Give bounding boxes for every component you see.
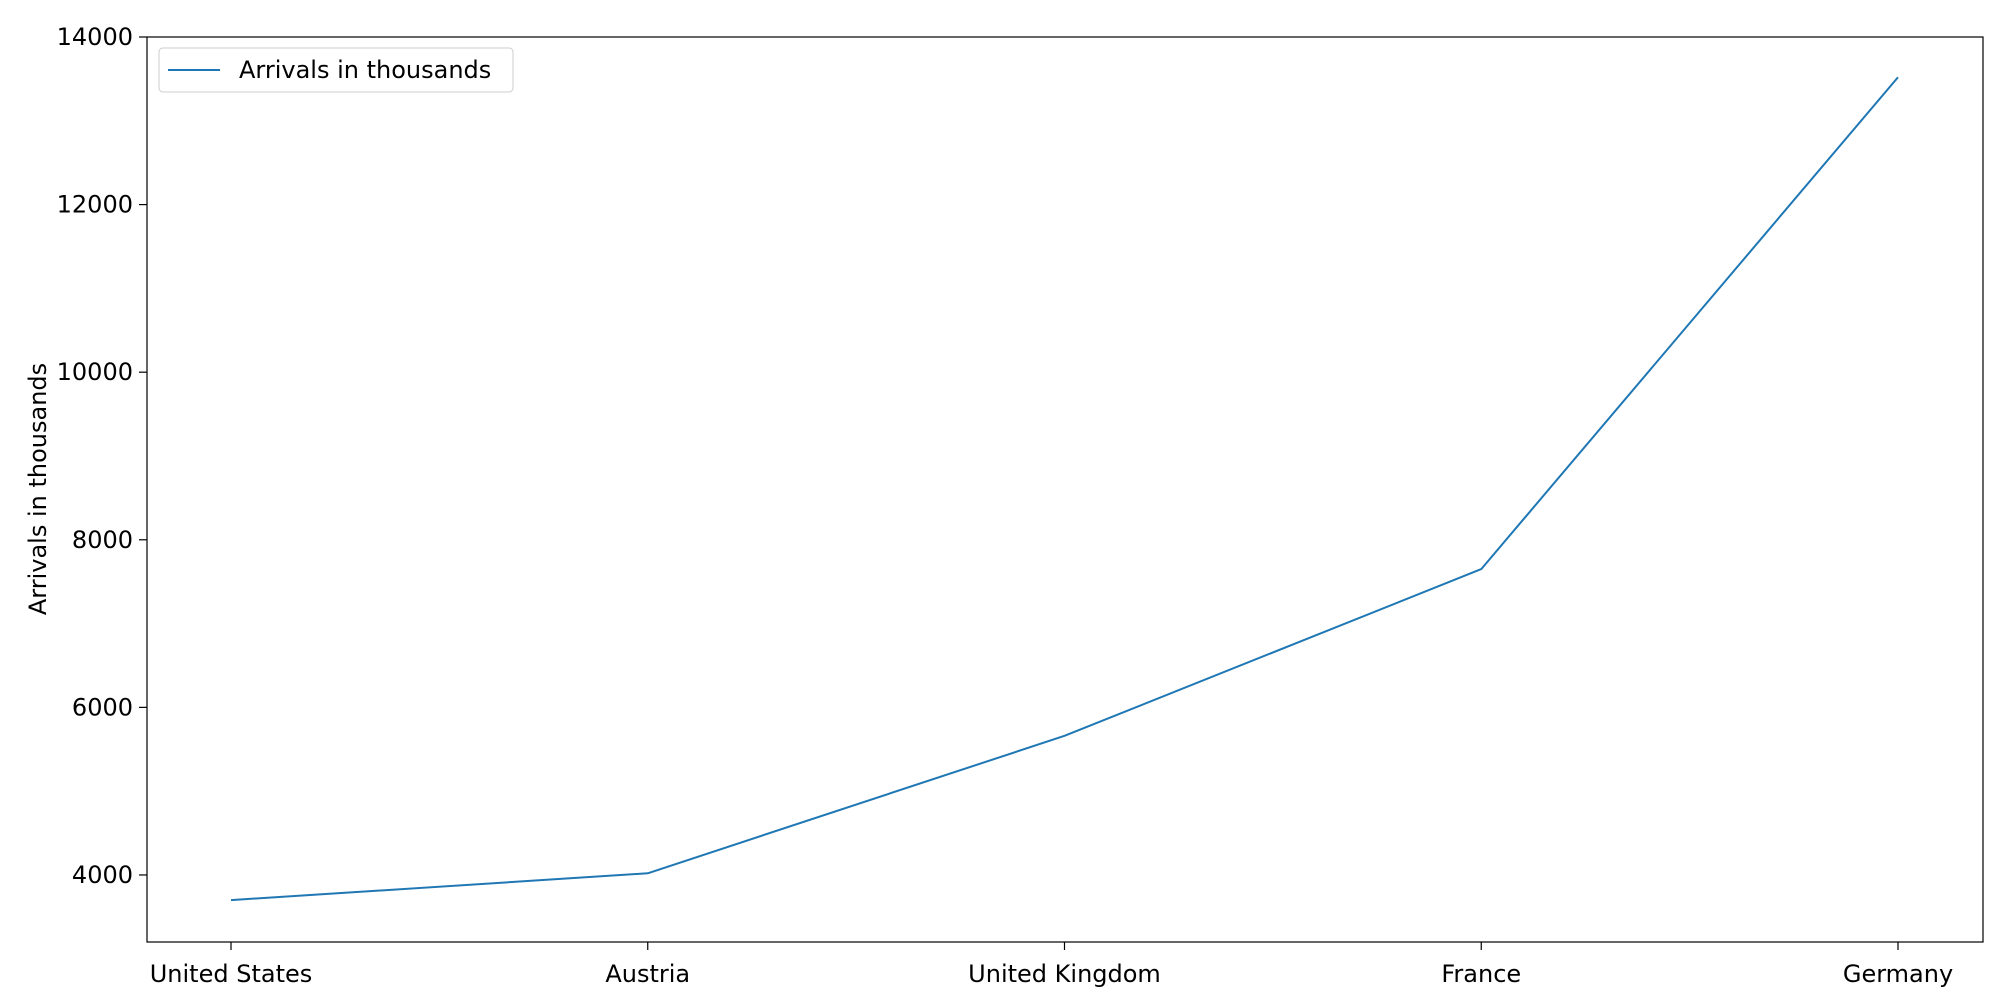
y-axis: 4000 6000 8000 10000 12000 14000: [57, 23, 147, 889]
y-tick-label: 12000: [57, 191, 133, 219]
x-axis: United States Austria United Kingdom France…: [150, 942, 1953, 988]
legend-label-arrivals: Arrivals in thousands: [239, 56, 491, 84]
y-tick-label: 6000: [72, 693, 133, 721]
y-tick-label: 14000: [57, 23, 133, 51]
plot-area: [230, 76, 1899, 902]
x-tick-label: Germany: [1843, 960, 1953, 988]
x-tick-label: France: [1441, 960, 1521, 988]
y-tick-label: 4000: [72, 861, 133, 889]
x-tick-label: United States: [150, 960, 313, 988]
legend: Arrivals in thousands: [158, 47, 514, 93]
x-tick-label: Austria: [605, 960, 690, 988]
legend-box: [158, 47, 514, 93]
y-axis-label: Arrivals in thousands: [24, 363, 52, 615]
y-tick-label: 10000: [57, 358, 133, 386]
x-tick-label: United Kingdom: [968, 960, 1161, 988]
series-line-arrivals: [230, 76, 1899, 902]
y-tick-label: 8000: [72, 526, 133, 554]
